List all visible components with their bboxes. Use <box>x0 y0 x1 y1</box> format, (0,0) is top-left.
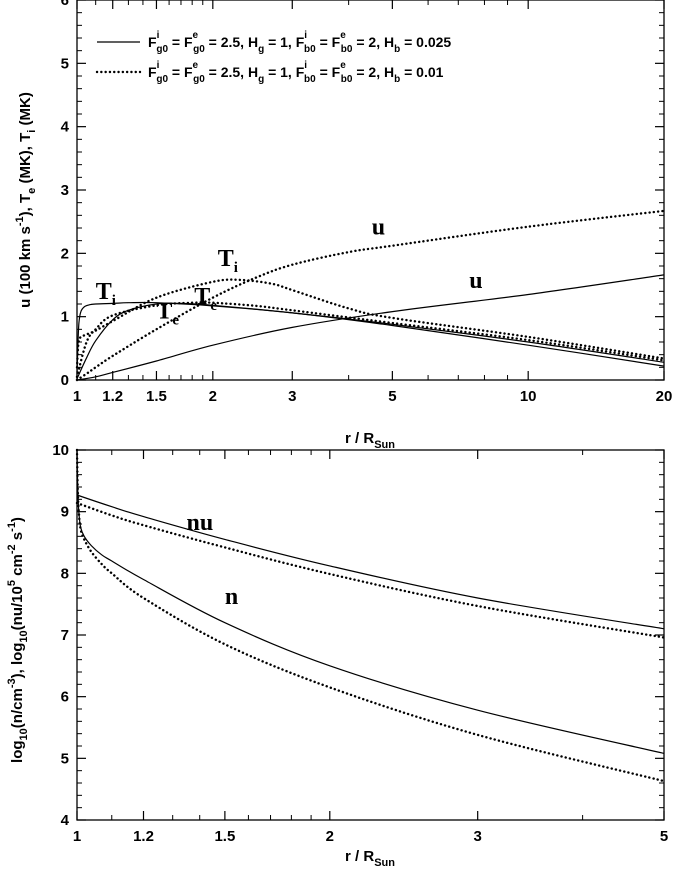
y-tick-label: 7 <box>61 627 69 644</box>
bottom-tick-marks <box>76 449 665 821</box>
y-tick-label: 3 <box>61 182 69 199</box>
series-line-0-1 <box>76 302 665 379</box>
y-tick-label: 8 <box>61 565 69 582</box>
series-line-1-3 <box>75 448 666 783</box>
y-tick-label: 0 <box>61 372 69 389</box>
x-tick-label: 5 <box>388 388 396 405</box>
y-tick-label: 4 <box>61 812 70 829</box>
series-line-0-0 <box>76 301 665 374</box>
y-tick-label: 5 <box>61 55 69 72</box>
bottom-y-tick-labels: 4 5 6 7 8 9 10 <box>52 442 69 829</box>
x-tick-label: 1.5 <box>146 388 167 405</box>
top-curves <box>75 209 666 382</box>
y-tick-label: 10 <box>52 442 69 459</box>
bottom-curve-labels: nu n <box>187 510 239 610</box>
series-line-0-3 <box>75 278 666 369</box>
curve-label-n: n <box>225 584 238 610</box>
x-tick-label: 1.2 <box>102 388 123 405</box>
top-x-axis-title: r / RSun <box>345 430 395 451</box>
curve-label-nu: nu <box>187 510 214 536</box>
series-line-1-0 <box>76 494 665 630</box>
curve-label-ti-solid: Ti <box>96 279 116 309</box>
y-tick-label: 4 <box>61 119 70 136</box>
x-tick-label: 2 <box>326 828 334 845</box>
y-tick-label: 6 <box>61 0 69 9</box>
legend-entry-solid: Fi g0 = Fe g0 = 2.5, Hg = 1, Fi b0 = Fe b0 =… <box>148 30 451 55</box>
bottom-plot-frame <box>76 449 665 821</box>
bottom-y-axis-title: log10(n/cm-3), log10(nu/105 cm-2 s-1) <box>6 517 30 763</box>
x-tick-label: 1.5 <box>214 828 235 845</box>
legend-entry-dotted: Fi g0 = Fe g0 = 2.5, Hg = 1, Fi b0 = Fe b0 =… <box>148 60 444 85</box>
x-tick-label: 3 <box>288 388 296 405</box>
curve-label-u-solid: u <box>469 268 482 294</box>
series-line-0-4 <box>75 301 666 378</box>
bottom-curves <box>75 448 666 783</box>
x-tick-label: 1.2 <box>133 828 154 845</box>
y-tick-label: 1 <box>61 309 69 326</box>
curve-label-ti-dotted: Ti <box>218 246 238 276</box>
x-tick-label: 20 <box>656 388 673 405</box>
series-line-1-2 <box>76 449 665 754</box>
curve-label-u-dotted: u <box>372 214 385 240</box>
series-line-1-1 <box>75 501 666 639</box>
curve-label-te-dotted: Te <box>194 284 217 314</box>
bottom-x-axis-title: r / RSun <box>345 848 395 869</box>
legend: Fi g0 = Fe g0 = 2.5, Hg = 1, Fi b0 = Fe b0 =… <box>95 30 451 85</box>
top-y-tick-labels: 0 1 2 3 4 5 6 <box>61 0 70 389</box>
x-tick-label: 1 <box>73 388 81 405</box>
series-line-0-5 <box>75 209 666 382</box>
y-tick-label: 6 <box>61 689 69 706</box>
y-tick-label: 2 <box>61 245 69 262</box>
series-line-0-2 <box>76 274 665 381</box>
x-tick-label: 5 <box>660 828 668 845</box>
x-tick-label: 10 <box>520 388 537 405</box>
x-tick-label: 3 <box>474 828 482 845</box>
bottom-x-tick-labels: 1 1.2 1.5 2 3 5 <box>73 828 668 845</box>
y-tick-label: 5 <box>61 750 69 767</box>
top-x-tick-labels: 1 1.2 1.5 2 3 5 10 20 <box>73 388 673 405</box>
x-tick-label: 2 <box>209 388 217 405</box>
top-curve-labels: Ti Te Te Ti u u <box>96 214 483 328</box>
curve-label-te-solid: Te <box>156 299 179 329</box>
top-y-axis-title: u (100 km s-1), Te (MK), Ti (MK) <box>14 92 38 308</box>
x-tick-label: 1 <box>73 828 81 845</box>
y-tick-label: 9 <box>61 504 69 521</box>
bottom-panel: 4 5 6 7 8 9 10 1 1.2 1.5 2 3 5 nu n r / RSun log10(… <box>6 442 668 869</box>
